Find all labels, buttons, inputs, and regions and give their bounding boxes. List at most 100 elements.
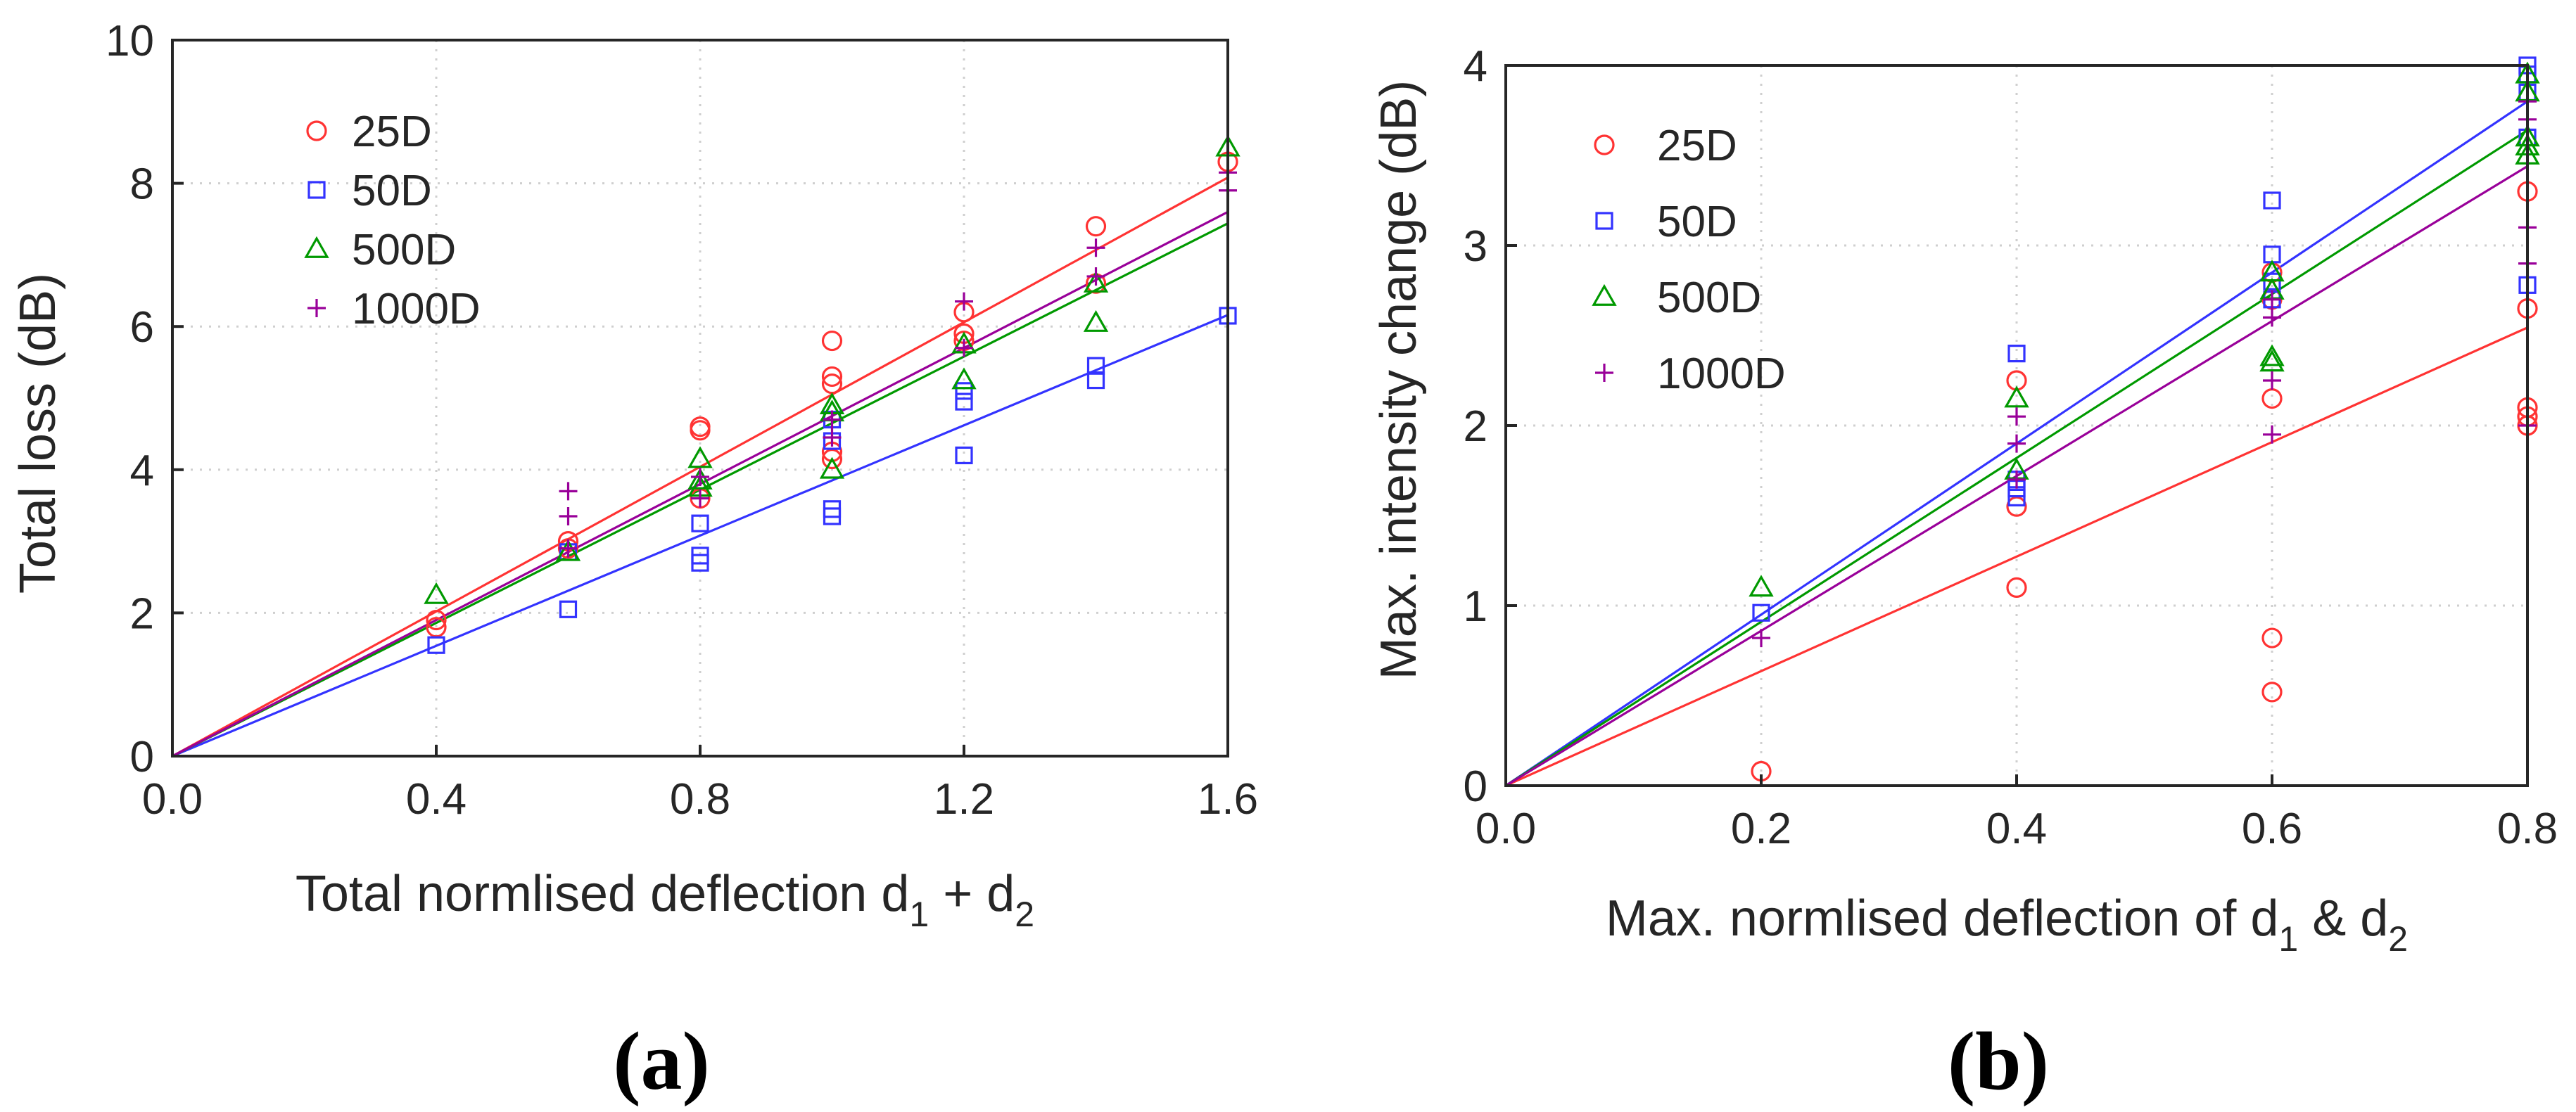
chart-b-y-tick-label: 4 [1464, 42, 1487, 91]
chart-b-point-500d [2004, 385, 2029, 408]
chart-b-point-500d [2259, 350, 2285, 372]
chart-a-legend: 25D 50D 500D 1000D [304, 108, 481, 333]
chart-b-x-axis-label: Max. normlised deflection of d1 & d2 [1606, 890, 2408, 959]
chart-a-point-1000d [823, 410, 842, 429]
chart-a-point-500d [1083, 309, 1109, 332]
chart-a-legend-marker-500d [304, 236, 329, 258]
chart-b-y-tick-label: 0 [1464, 762, 1487, 811]
chart-b-ticks: 0.0 0.2 0.4 0.6 0.8 0 1 2 3 4 [1464, 42, 2558, 853]
chart-a-point-1000d [691, 467, 709, 486]
chart-a-point-1000d [559, 482, 578, 501]
chart-b-legend: 25D 50D 500D 1000D [1592, 122, 1786, 398]
chart-a-point-500d [424, 582, 449, 604]
chart-b-fit-line-25d [1505, 326, 2528, 787]
chart-b-point-500d [2259, 344, 2285, 366]
chart-b-legend-label-25d: 25D [1657, 122, 1737, 170]
chart-a-ticks: 0.0 0.4 0.8 1.2 1.6 0 2 4 6 8 10 [106, 17, 1258, 824]
chart-b-y-tick-label: 3 [1464, 222, 1487, 271]
chart-b-point-500d [1749, 575, 1774, 597]
chart-a-point-50d [955, 382, 973, 400]
chart-a-point-50d [559, 600, 578, 618]
chart-a-panel-label: (a) [613, 1015, 710, 1107]
chart-b-point-1000d [2263, 308, 2281, 327]
chart-a-points [424, 134, 1241, 654]
chart-a-point-50d [823, 500, 842, 518]
chart-b-point-50d [1752, 603, 1770, 622]
chart-a-point-50d [1086, 357, 1105, 375]
chart-b: 0.0 0.2 0.4 0.6 0.8 0 1 2 3 4 25D 50D 500D 1000D Max… [1371, 42, 2558, 1107]
chart-a-point-1000d [1086, 267, 1105, 286]
chart-a-legend-marker-25d [306, 120, 327, 141]
chart-b-legend-marker-1000d [1595, 364, 1613, 382]
chart-a-y-tick-label: 8 [130, 160, 154, 209]
chart-b-point-1000d [2263, 425, 2281, 444]
chart-b-point-25d [2261, 627, 2283, 648]
chart-a-point-50d [691, 514, 709, 532]
chart-b-point-1000d [1752, 629, 1770, 648]
chart-a-point-25d [821, 366, 843, 388]
chart-a-point-25d [426, 609, 447, 631]
chart-b-gridlines [1506, 65, 2527, 786]
chart-a-point-50d [955, 392, 973, 411]
chart-a-point-500d [819, 456, 845, 479]
chart-b-point-25d [2006, 577, 2027, 599]
chart-a-point-50d [955, 446, 973, 465]
chart-a-legend-label-50d: 50D [352, 167, 432, 215]
chart-a-x-tick-label: 1.6 [1198, 775, 1258, 824]
chart-a-point-1000d [823, 428, 842, 447]
chart-a-legend-marker-1000d [307, 299, 326, 317]
chart-a-legend-label-25d: 25D [352, 108, 432, 156]
chart-b-point-25d [2006, 496, 2027, 517]
chart-a-x-tick-label: 0.8 [670, 775, 730, 824]
chart-a-x-tick-label: 1.2 [934, 775, 994, 824]
chart-a-point-25d [1085, 216, 1107, 237]
chart-a-x-axis-label: Total normlised deflection d1 + d2 [296, 866, 1034, 934]
chart-a-point-500d [687, 467, 713, 490]
chart-a-y-tick-label: 2 [130, 589, 154, 638]
chart-a-y-tick-label: 6 [130, 303, 154, 352]
chart-b-x-tick-label: 0.0 [1476, 805, 1536, 853]
chart-a-fit-line-50d [172, 314, 1229, 758]
chart-a-x-tick-label: 0.4 [406, 775, 467, 824]
chart-b-legend-marker-50d [1595, 212, 1613, 230]
chart-b-legend-label-500d: 500D [1657, 274, 1761, 322]
chart-b-point-1000d [2263, 371, 2281, 390]
chart-a-point-500d [951, 367, 977, 390]
chart-a-y-tick-label: 10 [106, 17, 154, 65]
chart-b-points [1749, 56, 2540, 782]
chart-b-legend-label-1000d: 1000D [1657, 350, 1786, 398]
chart-b-point-500d [2259, 260, 2285, 282]
chart-b-legend-marker-500d [1592, 283, 1617, 306]
chart-a-x-tick-label: 0.0 [142, 775, 203, 824]
chart-b-x-tick-label: 0.2 [1731, 805, 1791, 853]
chart-a-point-1000d [955, 292, 973, 311]
chart-b-y-tick-label: 2 [1464, 402, 1487, 451]
chart-a-point-500d [687, 446, 713, 468]
chart-a-point-1000d [559, 506, 578, 525]
chart-b-point-50d [2007, 345, 2026, 363]
chart-b-point-1000d [2263, 290, 2281, 309]
chart-a-y-tick-label: 4 [130, 447, 154, 495]
chart-a-gridlines [172, 40, 1228, 756]
chart-b-point-50d [2263, 191, 2281, 210]
chart-b-point-1000d [2007, 407, 2026, 426]
chart-a-legend-marker-50d [307, 181, 326, 199]
chart-b-point-1000d [2007, 434, 2026, 453]
chart-a-legend-label-500d: 500D [352, 226, 456, 274]
chart-a-point-1000d [955, 338, 973, 357]
chart-a-point-1000d [1086, 238, 1105, 257]
chart-b-x-tick-label: 0.6 [2242, 805, 2302, 853]
chart-b-y-axis-label: Max. intensity change (dB) [1371, 80, 1427, 679]
chart-a-point-50d [1086, 371, 1105, 390]
chart-b-y-tick-label: 1 [1464, 582, 1487, 631]
chart-b-x-tick-label: 0.4 [1986, 805, 2047, 853]
chart-b-point-1000d [2007, 470, 2026, 489]
chart-a-y-tick-label: 0 [130, 733, 154, 781]
chart-a-y-axis-label: Total loss (dB) [10, 273, 66, 594]
chart-a-point-1000d [559, 539, 578, 558]
chart-a-point-500d [555, 539, 581, 561]
chart-b-panel-label: (b) [1948, 1015, 2049, 1107]
chart-a-point-500d [1083, 270, 1109, 293]
chart-b-legend-marker-25d [1594, 134, 1615, 155]
